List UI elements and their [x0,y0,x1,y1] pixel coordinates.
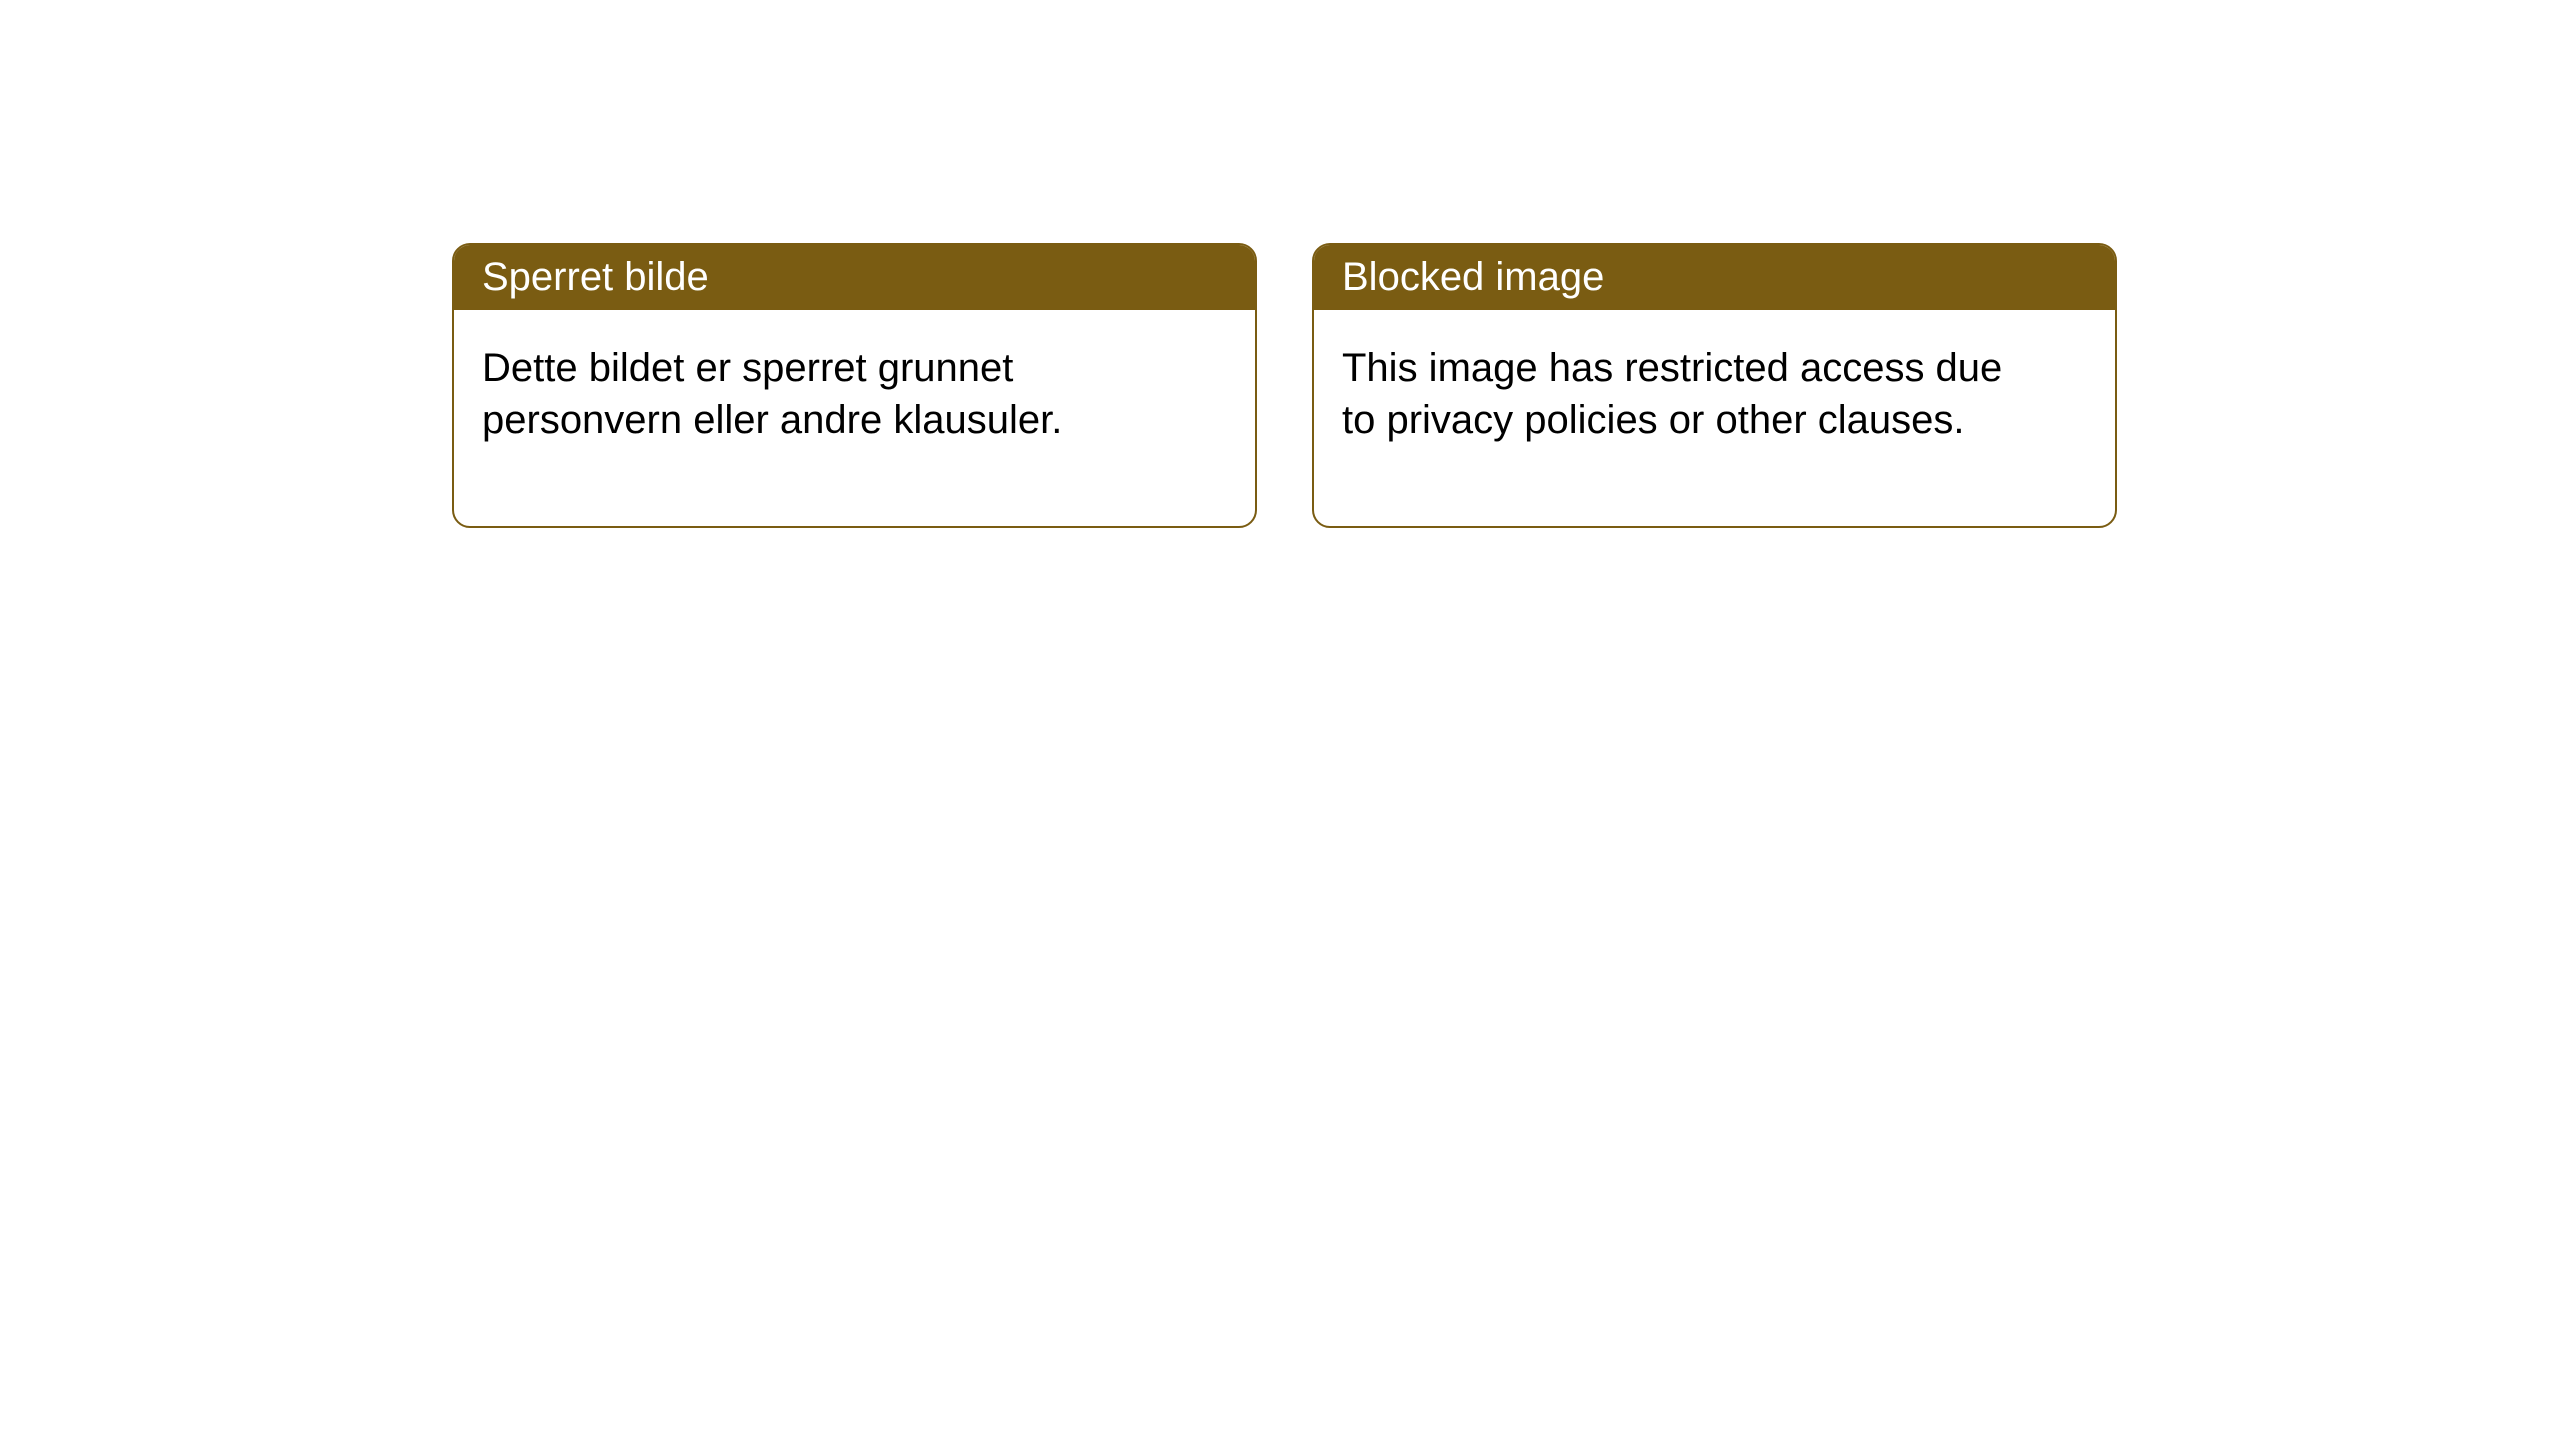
notice-title: Blocked image [1314,245,2115,310]
notice-title: Sperret bilde [454,245,1255,310]
notice-card-norwegian: Sperret bilde Dette bildet er sperret gr… [452,243,1257,528]
notice-container: Sperret bilde Dette bildet er sperret gr… [0,0,2560,528]
notice-body: Dette bildet er sperret grunnet personve… [454,310,1174,526]
notice-card-english: Blocked image This image has restricted … [1312,243,2117,528]
notice-body: This image has restricted access due to … [1314,310,2034,526]
